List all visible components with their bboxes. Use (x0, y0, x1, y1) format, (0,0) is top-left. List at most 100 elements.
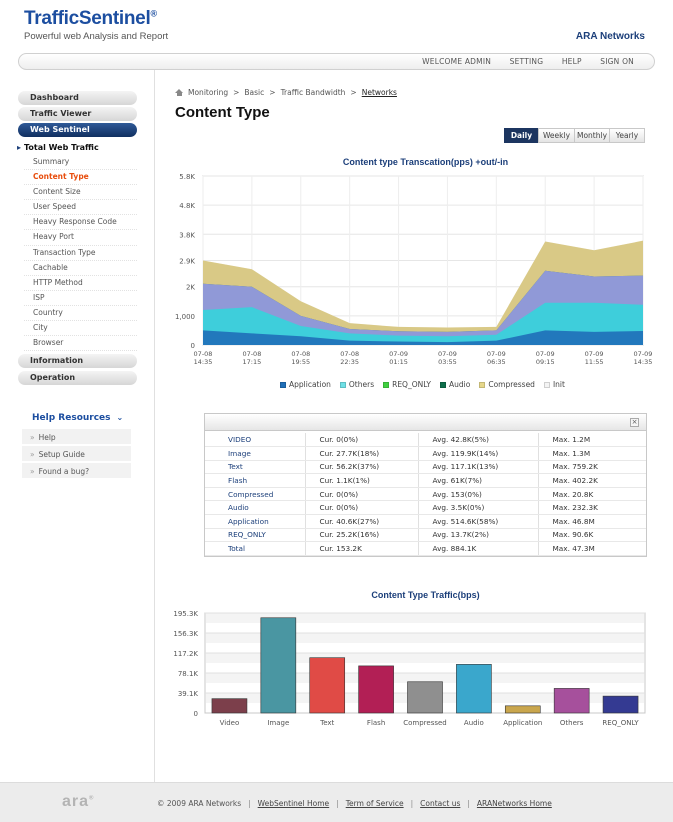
bar-y-tick-label: 195.3K (173, 610, 198, 618)
breadcrumb-networks[interactable]: Networks (361, 88, 397, 97)
area-x-tick-label: 01:15 (389, 358, 408, 366)
bar-x-tick-label: Audio (464, 719, 484, 727)
stat-average: Avg. 884.1K (417, 541, 538, 556)
help-item-found-a-bug[interactable]: Found a bug? (22, 463, 131, 480)
legend-item: Init (543, 380, 565, 389)
sidebar-subsection-title[interactable]: Total Web Traffic (17, 143, 99, 152)
setting-link[interactable]: SETTING (509, 57, 544, 66)
stat-name: Application (205, 514, 305, 529)
sidebar-item-user-speed[interactable]: User Speed (24, 200, 137, 216)
help-resources-title[interactable]: Help Resources ⌄ (32, 413, 124, 423)
sidebar-item-dashboard[interactable]: Dashboard (18, 91, 137, 105)
legend-item: Others (339, 380, 375, 389)
sidebar-item-heavy-port[interactable]: Heavy Port (24, 230, 137, 246)
sidebar-item-operation[interactable]: Operation (18, 371, 137, 385)
sidebar-item-heavy-response-code[interactable]: Heavy Response Code (24, 215, 137, 231)
sidebar-item-isp[interactable]: ISP (24, 291, 137, 306)
stat-max: Max. 1.3M (537, 446, 646, 461)
bar-x-tick-label: Video (220, 719, 240, 727)
legend-swatch (440, 381, 446, 388)
legend-label: Others (348, 380, 375, 389)
sidebar-item-cachable[interactable]: Cachable (24, 261, 137, 276)
close-icon[interactable]: × (630, 418, 639, 427)
area-x-tick-label: 17:15 (243, 358, 262, 366)
welcome-admin-link[interactable]: WELCOME ADMIN (422, 57, 492, 66)
stat-average: Avg. 13.7K(2%) (417, 528, 538, 543)
sidebar-item-city[interactable]: City (24, 321, 137, 337)
area-x-tick-label: 07-08 (242, 350, 261, 358)
stat-name: Audio (205, 500, 305, 516)
help-item-setup-guide[interactable]: Setup Guide (22, 446, 131, 463)
stat-name: Compressed (205, 487, 305, 502)
tab-yearly[interactable]: Yearly (609, 128, 645, 143)
breadcrumb-traffic-bandwidth[interactable]: Traffic Bandwidth (280, 88, 346, 97)
area-x-tick-label: 22:35 (340, 358, 359, 366)
table-row: Audio Cur. 0(0%) Avg. 3.5K(0%) Max. 232.3K (205, 500, 646, 516)
stats-table: VIDEO Cur. 0(0%) Avg. 42.8K(5%) Max. 1.2M Im… (205, 433, 646, 556)
stat-current: Cur. 0(0%) (304, 487, 418, 502)
help-item-help[interactable]: Help (22, 429, 131, 446)
area-series-application (203, 330, 643, 345)
bar-req-only (602, 695, 639, 714)
sidebar-item-content-type[interactable]: Content Type (24, 170, 137, 186)
bar-x-tick-label: Text (319, 719, 334, 727)
bar-gridband (206, 632, 644, 643)
stat-average: Avg. 117.1K(13%) (417, 460, 538, 475)
table-row: REQ_ONLY Cur. 25.2K(16%) Avg. 13.7K(2%) Max… (205, 528, 646, 543)
stat-current: Cur. 0(0%) (304, 500, 418, 516)
bar-gridband (206, 673, 644, 684)
legend-item: Audio (440, 380, 470, 389)
footer: ara® © 2009 ARA Networks | WebSentinel Hom… (0, 782, 673, 822)
sidebar-item-summary[interactable]: Summary (24, 155, 137, 171)
stat-average: Avg. 61K(7%) (417, 473, 538, 488)
area-x-tick-label: 07-09 (585, 350, 604, 358)
sidebar-item-traffic-viewer[interactable]: Traffic Viewer (18, 107, 137, 121)
bar-image (260, 617, 297, 714)
sidebar-item-transaction-type[interactable]: Transaction Type (24, 246, 137, 261)
sidebar-sub-list: Summary Content Type Content Size User S… (24, 155, 137, 352)
company-name: ARA Networks (575, 31, 645, 42)
bar-x-tick-label: Application (503, 719, 542, 727)
sidebar-item-browser[interactable]: Browser (24, 336, 137, 352)
sidebar-item-http-method[interactable]: HTTP Method (24, 276, 137, 291)
footer-logo[interactable]: ara® (62, 793, 95, 810)
breadcrumb-basic[interactable]: Basic (244, 88, 265, 97)
bar-y-tick-label: 117.2K (173, 650, 198, 658)
table-row: Image Cur. 27.7K(18%) Avg. 119.9K(14%) Max.… (205, 446, 646, 461)
legend-swatch (543, 381, 550, 388)
bar-text (309, 657, 346, 714)
bar-audio (456, 664, 492, 714)
bar-compressed (407, 681, 443, 714)
footer-link-term-of-service[interactable]: Term of Service (345, 799, 404, 808)
area-x-tick-label: 07-08 (291, 350, 310, 358)
sign-on-link[interactable]: SIGN ON (600, 57, 634, 66)
stat-current: Cur. 153.2K (304, 541, 418, 556)
bar-video (211, 698, 248, 714)
sidebar-item-content-size[interactable]: Content Size (24, 185, 137, 201)
home-icon[interactable] (175, 89, 183, 96)
footer-link-contact-us[interactable]: Contact us (420, 799, 461, 808)
stat-current: Cur. 40.6K(27%) (304, 514, 418, 529)
stats-panel: × VIDEO Cur. 0(0%) Avg. 42.8K(5%) Max. 1.2M… (204, 413, 647, 557)
footer-links: © 2009 ARA Networks | WebSentinel Home | Ter… (157, 799, 552, 808)
sidebar-item-country[interactable]: Country (24, 306, 137, 322)
legend-item: Application (280, 380, 331, 389)
area-y-tick-label: 0 (191, 342, 195, 350)
legend-swatch (479, 381, 486, 388)
bar-x-tick-label: REQ_ONLY (602, 719, 639, 727)
footer-link-aranetworks-home[interactable]: ARANetworks Home (476, 799, 552, 808)
sidebar-item-web-sentinel[interactable]: Web Sentinel (18, 123, 137, 137)
legend-label: Application (289, 380, 331, 389)
sidebar-item-information[interactable]: Information (18, 354, 137, 368)
bar-y-tick-label: 156.3K (173, 630, 198, 638)
footer-link-websentinel-home[interactable]: WebSentinel Home (257, 799, 330, 808)
stat-max: Max. 90.6K (537, 528, 646, 543)
stat-current: Cur. 0(0%) (304, 433, 418, 448)
stat-max: Max. 1.2M (537, 433, 646, 448)
logo[interactable]: TrafficSentinel® Powerful web Analysis a… (24, 8, 168, 42)
help-link[interactable]: HELP (561, 57, 582, 66)
stat-current: Cur. 27.7K(18%) (304, 446, 418, 461)
top-links: WELCOME ADMIN SETTING HELP SIGN ON (406, 57, 634, 66)
sidebar: Dashboard Traffic Viewer Web Sentinel To… (0, 70, 155, 782)
breadcrumb-monitoring[interactable]: Monitoring (188, 88, 229, 97)
